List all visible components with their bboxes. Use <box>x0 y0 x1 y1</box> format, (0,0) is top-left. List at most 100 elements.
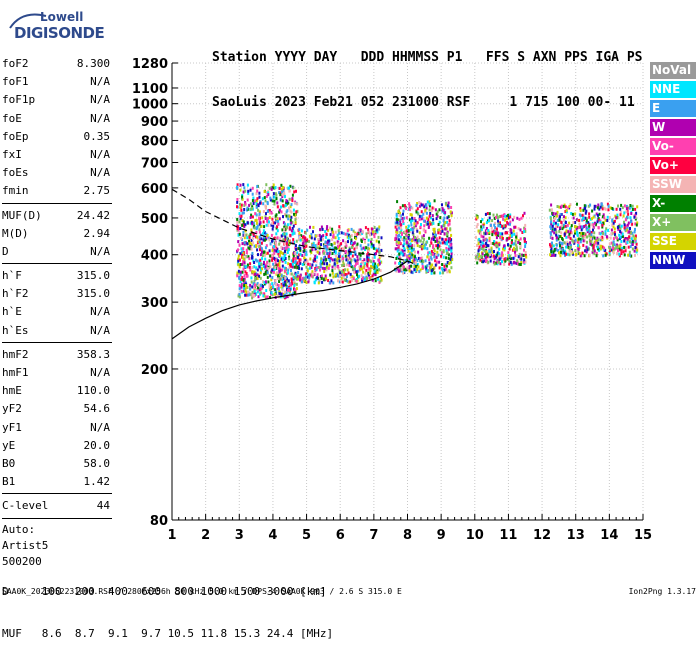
echo-point <box>273 292 276 296</box>
echo-point <box>292 291 295 295</box>
echo-point <box>268 186 271 190</box>
echo-point <box>306 275 309 279</box>
echo-point <box>367 243 370 247</box>
echo-point <box>598 207 601 211</box>
echo-point <box>441 203 443 207</box>
echo-point <box>283 258 286 262</box>
echo-point <box>284 290 287 294</box>
echo-point <box>416 202 419 205</box>
echo-point <box>366 255 369 259</box>
echo-point <box>588 230 591 234</box>
echo-point <box>239 217 242 221</box>
echo-point <box>397 218 400 222</box>
echo-point <box>255 221 258 225</box>
echo-point <box>550 220 552 224</box>
echo-point <box>357 228 360 232</box>
param-value: 358.3 <box>76 347 110 361</box>
echo-point <box>330 243 333 246</box>
echo-point <box>599 205 602 209</box>
echo-point <box>346 235 349 239</box>
echo-point <box>238 277 241 281</box>
logo-text-lowell: Lowell <box>40 10 84 24</box>
echo-point <box>421 236 424 240</box>
echo-point <box>577 237 580 241</box>
echo-point <box>304 231 307 235</box>
echo-point <box>289 233 292 237</box>
echo-point <box>437 253 440 257</box>
echo-point <box>494 226 497 229</box>
echo-point <box>624 229 627 233</box>
echo-point <box>346 268 349 272</box>
echo-point <box>636 248 639 252</box>
echo-point <box>304 242 307 246</box>
echo-point <box>615 245 618 249</box>
echo-point <box>240 214 243 218</box>
echo-point <box>244 201 247 204</box>
echo-point <box>508 262 511 266</box>
echo-point <box>524 227 527 231</box>
echo-point <box>237 240 240 244</box>
echo-point <box>493 250 495 253</box>
echo-point <box>564 216 567 220</box>
echo-point <box>429 255 432 259</box>
echo-point <box>370 240 372 244</box>
echo-point <box>586 228 589 232</box>
echo-point <box>379 269 382 273</box>
echo-point <box>633 249 636 253</box>
echo-point <box>597 238 600 242</box>
param-row: h`E N/A <box>2 303 112 321</box>
echo-point <box>477 249 480 253</box>
echo-point <box>249 241 252 245</box>
echo-point <box>256 248 259 252</box>
echo-point <box>346 229 349 233</box>
echo-point <box>407 235 410 239</box>
echo-point <box>269 242 272 246</box>
echo-point <box>401 252 404 256</box>
echo-point <box>422 234 425 238</box>
echo-point <box>296 209 299 213</box>
echo-point <box>245 293 248 297</box>
echo-point <box>418 270 421 274</box>
echo-point <box>340 258 343 262</box>
echo-point <box>251 192 254 196</box>
echo-point <box>450 246 453 250</box>
echo-point <box>518 217 521 221</box>
echo-point <box>436 210 439 214</box>
echo-point <box>424 229 427 233</box>
echo-point <box>304 259 307 262</box>
echo-point <box>552 253 554 256</box>
echo-point <box>627 245 630 249</box>
echo-point <box>261 257 264 261</box>
echo-point <box>478 237 481 241</box>
echo-point <box>425 206 428 210</box>
param-row: yE 20.0 <box>2 437 112 455</box>
echo-point <box>586 240 588 244</box>
echo-point <box>302 239 305 243</box>
echo-point <box>347 280 350 284</box>
echo-point <box>421 256 424 260</box>
echo-point <box>370 237 373 241</box>
echo-point <box>344 254 347 258</box>
echo-point <box>279 191 282 195</box>
echo-point <box>434 263 437 267</box>
echo-point <box>449 258 452 261</box>
param-name: foEp <box>2 129 29 143</box>
echo-point <box>430 271 433 275</box>
echo-point <box>242 183 245 187</box>
echo-point <box>374 267 377 270</box>
echo-point <box>507 213 509 217</box>
echo-point <box>241 262 244 266</box>
echo-point <box>611 246 614 250</box>
x-tick-label: 3 <box>235 528 244 543</box>
echo-point <box>394 236 397 240</box>
echo-point <box>403 260 405 264</box>
echo-point <box>338 254 340 258</box>
echo-point <box>367 249 370 253</box>
echo-point <box>319 262 322 266</box>
echo-point <box>575 227 578 231</box>
echo-point <box>615 236 618 240</box>
echo-point <box>298 227 301 231</box>
echo-point <box>628 235 631 239</box>
echo-point <box>612 225 615 229</box>
echo-point <box>289 209 292 213</box>
